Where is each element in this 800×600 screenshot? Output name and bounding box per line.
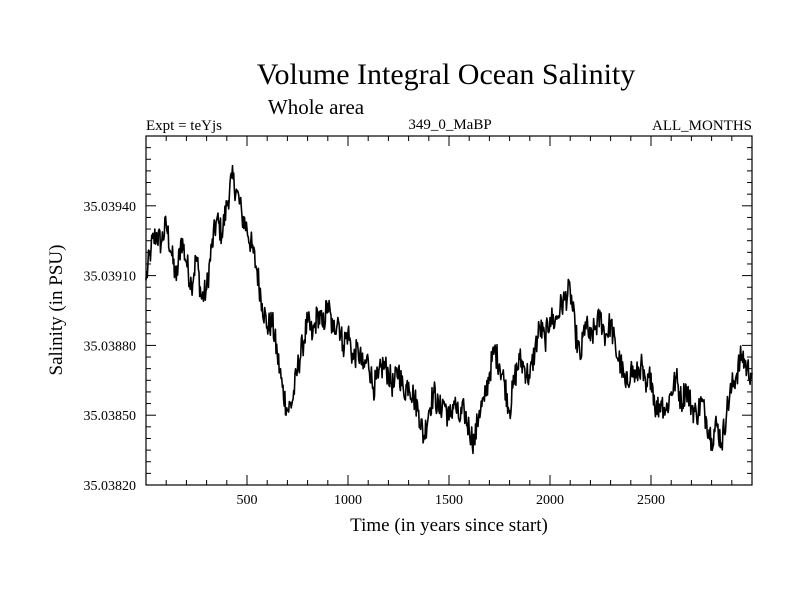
period-label: 349_0_MaBP — [408, 117, 491, 133]
y-tick-label: 35.03910 — [84, 270, 137, 285]
chart-subtitle: Whole area — [268, 95, 365, 119]
plot-area: 500 1000 1500 2000 2500 35.03820 35.03850 35.03… — [84, 136, 753, 508]
x-tick-label: 500 — [237, 493, 258, 508]
y-axis-label: Salinity (in PSU) — [46, 245, 67, 376]
plot-frame — [145, 135, 753, 486]
chart-title: Volume Integral Ocean Salinity — [257, 58, 636, 91]
months-label: ALL_MONTHS — [652, 118, 752, 134]
y-tick-label: 35.03880 — [84, 339, 137, 354]
y-tick-label: 35.03820 — [84, 479, 137, 494]
salinity-series-line — [145, 164, 753, 455]
x-tick-label: 2500 — [637, 493, 665, 508]
x-tick-label: 1500 — [435, 493, 463, 508]
experiment-label: Expt = teYjs — [146, 118, 222, 134]
y-tick-label: 35.03850 — [84, 409, 137, 424]
x-axis-label: Time (in years since start) — [350, 515, 548, 536]
x-tick-label: 2000 — [536, 493, 564, 508]
x-tick-label: 1000 — [334, 493, 362, 508]
y-tick-label: 35.03940 — [84, 200, 137, 215]
